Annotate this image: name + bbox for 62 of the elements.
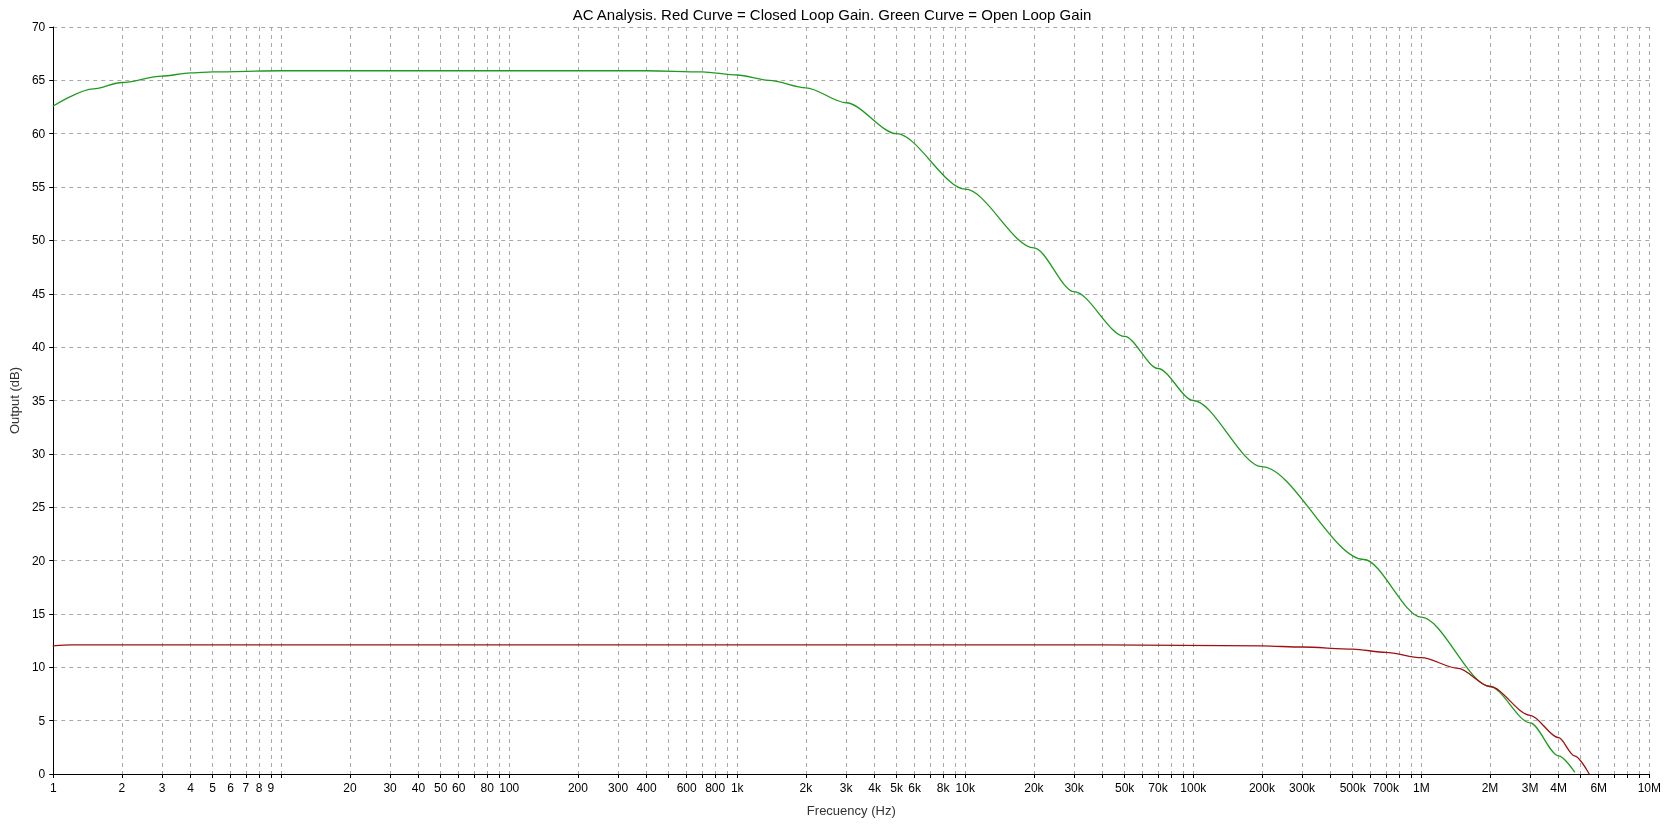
x-tick-label: 200k — [1248, 781, 1276, 795]
x-tick-label: 2 — [118, 781, 126, 795]
y-tick-label: 35 — [31, 393, 46, 408]
x-tick-label: 50k — [1114, 781, 1136, 795]
x-tick-label: 1 — [49, 781, 57, 795]
x-tick-label: 10k — [955, 781, 976, 795]
x-tick-label: 20 — [343, 781, 357, 795]
x-tick-label: 7 — [242, 781, 250, 795]
x-tick-label: 3M — [1521, 781, 1539, 795]
x-tick-label: 800 — [705, 781, 726, 795]
x-tick-label: 8k — [936, 781, 951, 795]
y-tick-label: 20 — [31, 553, 46, 568]
y-tick-label: 60 — [31, 126, 46, 141]
x-tick-label: 300 — [608, 781, 629, 795]
y-tick-label: 15 — [31, 606, 46, 621]
x-tick-label: 2k — [799, 781, 814, 795]
x-tick-label: 1k — [730, 781, 745, 795]
x-tick-label: 5 — [209, 781, 217, 795]
x-tick-label: 60 — [452, 781, 466, 795]
x-tick-label: 50 — [433, 781, 448, 795]
x-tick-label: 5k — [890, 781, 904, 795]
x-tick-label: 6 — [227, 781, 235, 795]
x-tick-label: 8 — [255, 781, 263, 795]
y-tick-label: 45 — [31, 286, 46, 301]
x-tick-label: 200 — [567, 781, 589, 795]
x-tick-label: 4k — [868, 781, 882, 795]
y-tick-label: 0 — [38, 767, 46, 781]
x-tick-label: 700k — [1372, 781, 1400, 795]
x-tick-label: 6M — [1590, 781, 1608, 795]
y-tick-label: 70 — [31, 20, 46, 34]
x-tick-label: 500k — [1339, 781, 1367, 795]
x-tick-label: 3 — [158, 781, 166, 795]
x-tick-label: 40 — [411, 781, 426, 795]
y-tick-label: 50 — [31, 233, 46, 248]
x-tick-label: 600 — [676, 781, 698, 795]
x-tick-label: 30k — [1064, 781, 1085, 795]
x-tick-label: 1M — [1412, 781, 1430, 795]
x-tick-label: 80 — [480, 781, 495, 795]
y-tick-label: 40 — [31, 340, 46, 355]
x-tick-label: 9 — [267, 781, 275, 795]
x-tick-label: 20k — [1024, 781, 1045, 795]
x-tick-label: 6k — [908, 781, 923, 795]
x-tick-label: 100k — [1180, 781, 1208, 795]
x-tick-label: 100 — [499, 781, 520, 795]
y-tick-label: 5 — [38, 713, 46, 728]
y-tick-label: 55 — [31, 180, 46, 195]
x-tick-label: 300k — [1289, 781, 1317, 795]
y-tick-label: 30 — [31, 446, 46, 461]
y-axis-title: Output (dB) — [7, 366, 22, 435]
x-tick-label: 30 — [383, 781, 398, 795]
y-tick-label: 10 — [31, 660, 46, 675]
chart-title: AC Analysis. Red Curve = Closed Loop Gain. Green Curve = Open Loop Gain — [572, 6, 1092, 23]
x-tick-label: 3k — [839, 781, 854, 795]
x-tick-label: 2M — [1481, 781, 1499, 795]
x-tick-label: 400 — [636, 781, 657, 795]
y-tick-label: 65 — [31, 73, 46, 88]
x-tick-label: 4M — [1550, 781, 1567, 795]
x-tick-label: 4 — [187, 781, 195, 795]
y-tick-label: 25 — [31, 500, 46, 515]
x-tick-label: 70k — [1148, 781, 1169, 795]
x-tick-label: 10M — [1637, 781, 1661, 795]
x-axis-title: Frecuency (Hz) — [806, 803, 896, 818]
